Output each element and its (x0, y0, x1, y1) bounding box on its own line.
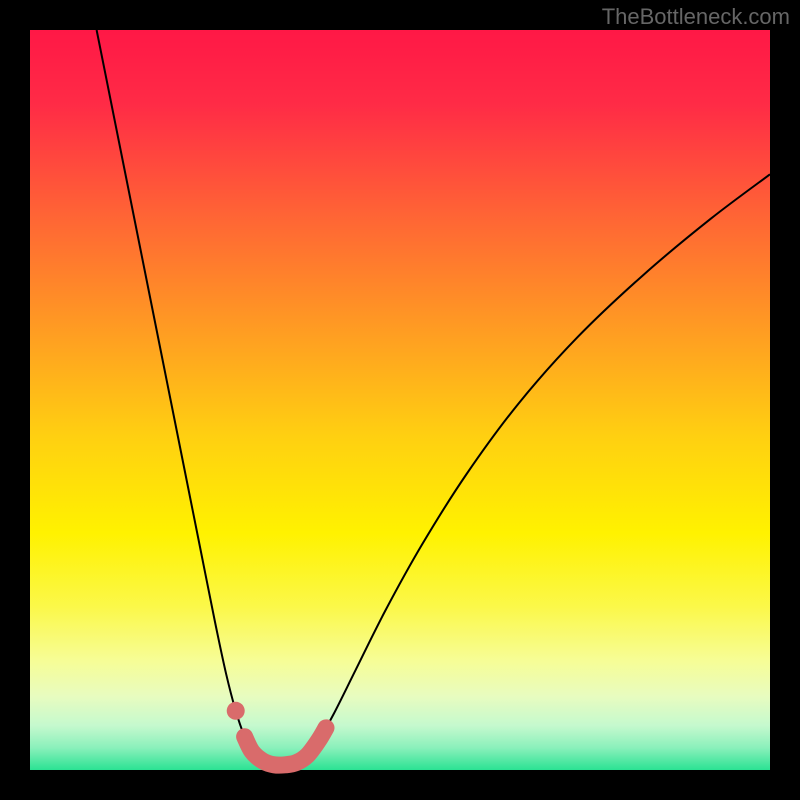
watermark-text: TheBottleneck.com (602, 4, 790, 30)
plot-area (30, 30, 770, 770)
